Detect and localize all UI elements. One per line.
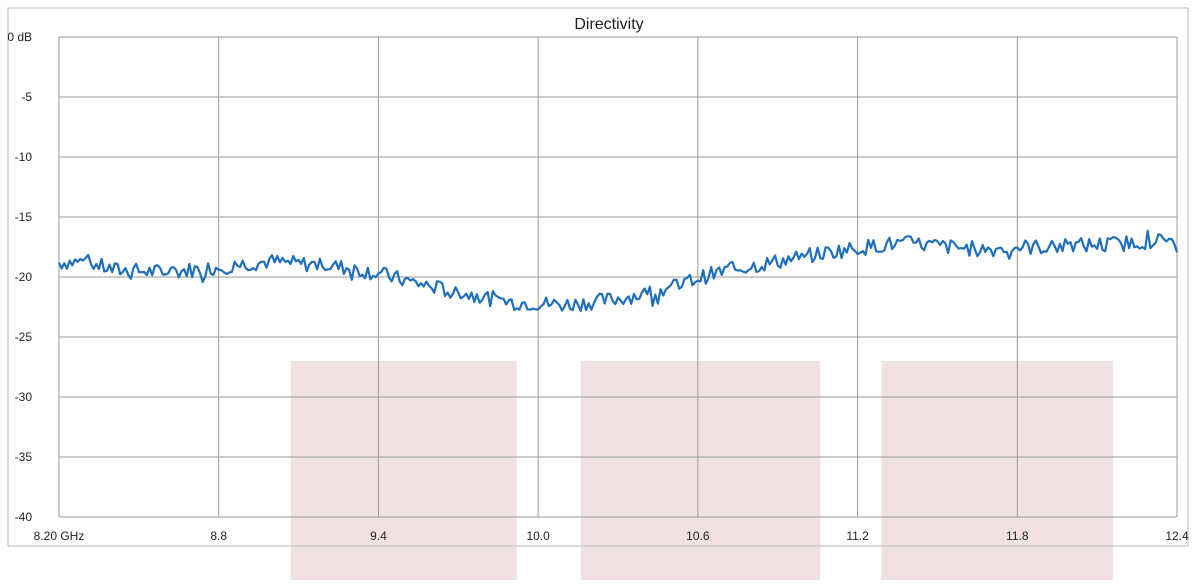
x-tick-label: 12.4	[1165, 529, 1189, 543]
x-tick-label: 8.20 GHz	[34, 529, 85, 543]
series-layer	[58, 229, 1179, 313]
x-tick-label: 11.2	[846, 529, 869, 543]
y-tick-label: -10	[15, 150, 33, 164]
y-tick-label: -25	[15, 330, 33, 344]
shaded-region	[290, 361, 517, 580]
y-tick-label: -30	[15, 390, 33, 404]
outer-frame	[7, 7, 1189, 547]
x-tick-label: 11.8	[1006, 529, 1029, 543]
y-tick-label: -20	[15, 270, 33, 284]
y-tick-label: -15	[15, 210, 33, 224]
x-tick-label: 10.0	[526, 529, 550, 543]
grid	[7, 7, 1189, 547]
shaded-region	[881, 361, 1114, 580]
y-tick-label: -40	[15, 510, 33, 524]
tick-labels: 0 dB -5 -10 -15 -20 -25 -30 -35 -408.20 GHz 8.8 9.…	[7, 30, 1189, 543]
y-tick-label: 0 dB	[7, 30, 32, 44]
chart-title: Directivity	[574, 16, 643, 33]
x-tick-label: 9.4	[370, 529, 387, 543]
x-tick-label: 8.8	[210, 529, 227, 543]
shaded-regions	[290, 361, 1114, 580]
series-line	[58, 229, 1179, 313]
y-tick-label: -5	[21, 90, 32, 104]
x-tick-label: 10.6	[686, 529, 710, 543]
y-tick-label: -35	[15, 450, 33, 464]
shaded-region	[580, 361, 821, 580]
